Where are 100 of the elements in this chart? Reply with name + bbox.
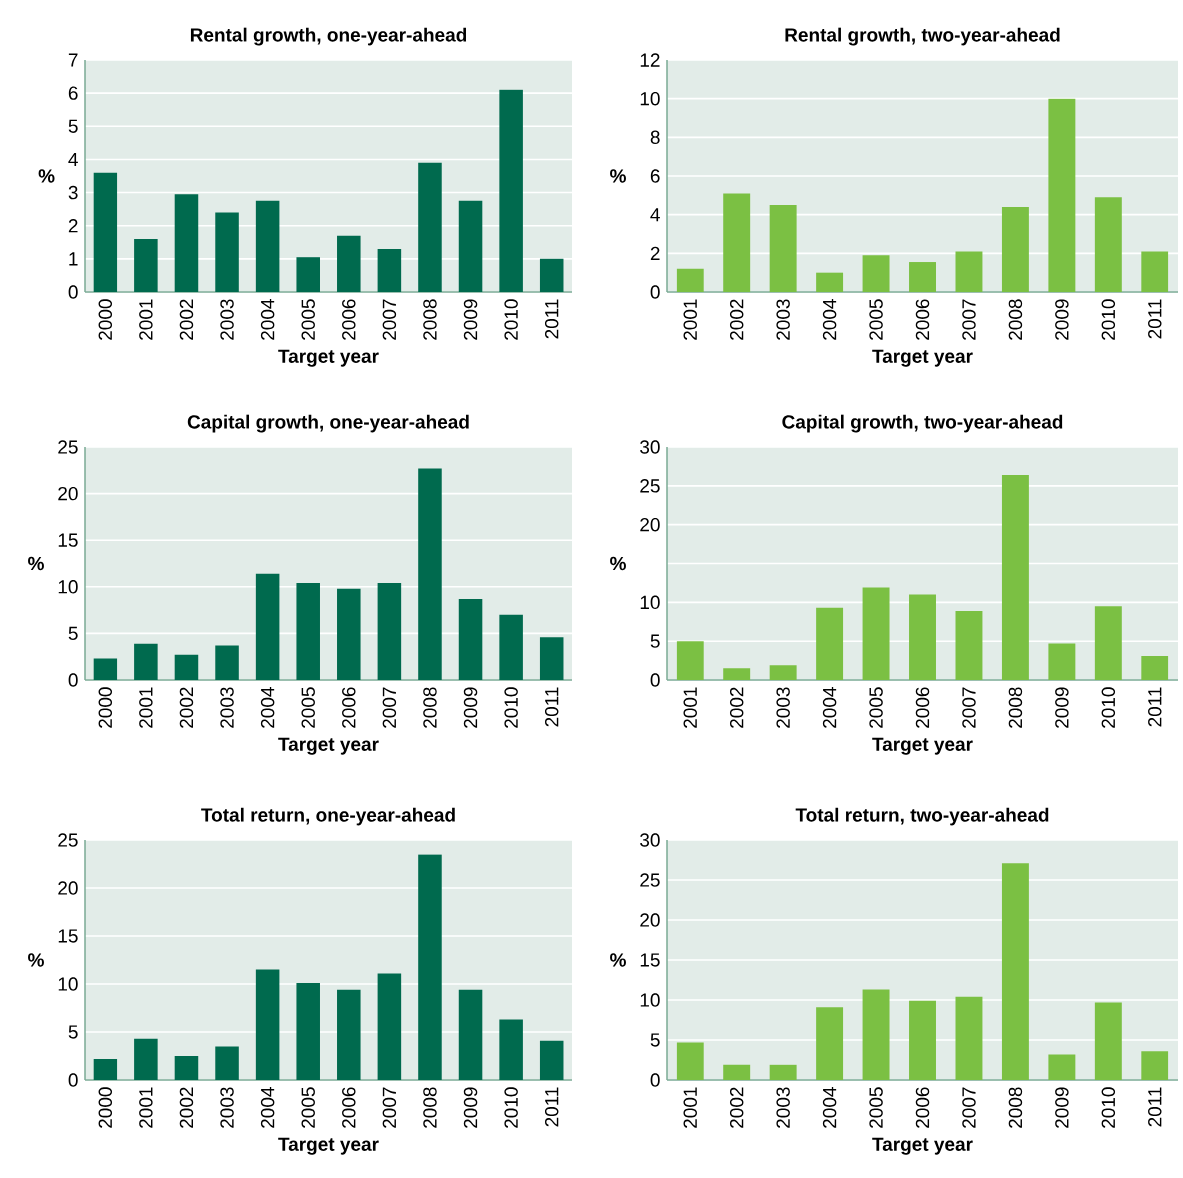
y-tick-label: 4 xyxy=(650,208,660,222)
y-tick-label: 15 xyxy=(640,953,660,967)
y-tick-label: 15 xyxy=(58,929,78,943)
chart-title: Rental growth, two-year-ahead xyxy=(785,27,1060,46)
x-tick-label: 2002 xyxy=(179,1087,194,1128)
x-tick-label: 2000 xyxy=(98,1087,113,1128)
x-tick-label: 2005 xyxy=(301,1087,315,1128)
chart-title: Total return, one-year-ahead xyxy=(201,807,455,826)
x-tick-label: 2001 xyxy=(139,687,153,728)
bar xyxy=(296,983,320,1081)
x-tick-label: 2003 xyxy=(776,299,790,340)
bar xyxy=(955,996,983,1081)
y-tick-label: 0 xyxy=(68,285,78,299)
y-tick-label: 20 xyxy=(640,517,660,532)
x-tick-label: 2011 xyxy=(544,1087,559,1127)
y-tick-label: 5 xyxy=(650,634,660,648)
y-tick-label: 10 xyxy=(58,977,78,991)
bar xyxy=(337,588,361,681)
x-tick-label: 2007 xyxy=(962,299,976,340)
x-tick-label: 2007 xyxy=(382,1087,397,1128)
y-tick-label: 30 xyxy=(640,833,660,847)
bar xyxy=(93,172,118,292)
x-tick-label: 2001 xyxy=(683,299,697,340)
chart-title: Capital growth, one-year-ahead xyxy=(187,414,469,433)
bar xyxy=(296,583,320,681)
x-tick-label: 2002 xyxy=(729,299,744,340)
y-tick-label: 5 xyxy=(68,1025,78,1039)
y-tick-label: 20 xyxy=(58,486,78,501)
y-tick-label: 15 xyxy=(58,533,78,547)
bar xyxy=(723,668,751,681)
x-tick-label: 2007 xyxy=(382,687,397,728)
x-tick-label: 2008 xyxy=(1008,299,1023,340)
y-tick-label: 7 xyxy=(68,53,78,67)
x-tick-label: 2002 xyxy=(179,687,194,728)
x-tick-label: 2003 xyxy=(776,1087,790,1128)
x-tick-label: 2005 xyxy=(301,687,315,728)
bar xyxy=(1094,1002,1122,1081)
x-tick-label: 2006 xyxy=(915,1087,930,1128)
x-tick-label: 2000 xyxy=(98,299,113,340)
bar xyxy=(769,1064,797,1081)
bar xyxy=(816,272,844,292)
x-tick-label: 2001 xyxy=(683,687,697,728)
x-tick-label: 2004 xyxy=(822,687,837,728)
bar xyxy=(255,969,280,1081)
bar xyxy=(955,251,983,292)
bar xyxy=(337,989,361,1081)
x-tick-label: 2011 xyxy=(1148,1087,1162,1127)
x-tick-label: 2003 xyxy=(776,687,790,728)
x-tick-label: 2005 xyxy=(869,299,883,340)
y-tick-label: 0 xyxy=(650,1073,660,1087)
y-tick-label: 10 xyxy=(640,91,660,106)
bar xyxy=(93,658,118,681)
bar xyxy=(1001,863,1029,1081)
y-tick-label: 0 xyxy=(650,285,660,299)
x-tick-label: 2011 xyxy=(1148,299,1162,339)
x-axis-title: Target year xyxy=(872,1137,973,1155)
bar xyxy=(862,587,890,681)
x-tick-label: 2007 xyxy=(962,687,976,728)
x-tick-label: 2011 xyxy=(1148,687,1162,727)
x-tick-label: 2004 xyxy=(260,1087,275,1128)
bar xyxy=(215,645,239,681)
bar xyxy=(458,989,483,1081)
bar xyxy=(769,665,797,681)
x-tick-label: 2009 xyxy=(1055,299,1069,340)
y-tick-label: 25 xyxy=(640,873,660,887)
y-tick-label: 4 xyxy=(68,152,78,166)
bar xyxy=(1094,606,1122,681)
x-tick-label: 2006 xyxy=(342,299,356,340)
x-tick-label: 2008 xyxy=(1008,1087,1023,1128)
y-tick-label: 5 xyxy=(650,1033,660,1047)
y-axis-title: % xyxy=(28,953,44,967)
bar xyxy=(1001,474,1029,681)
x-tick-label: 2009 xyxy=(463,687,478,728)
x-axis-title: Target year xyxy=(278,737,379,755)
x-tick-label: 2000 xyxy=(98,687,113,728)
x-tick-label: 2010 xyxy=(1101,299,1116,340)
y-tick-label: 0 xyxy=(68,1073,78,1087)
y-tick-label: 2 xyxy=(68,219,78,233)
bar xyxy=(134,238,158,292)
x-tick-label: 2001 xyxy=(683,1087,697,1128)
x-tick-label: 2010 xyxy=(504,299,518,340)
bar xyxy=(539,1040,564,1081)
bar xyxy=(1141,655,1169,681)
x-tick-label: 2009 xyxy=(463,299,478,340)
bar xyxy=(816,607,844,681)
bar xyxy=(255,573,280,681)
bar xyxy=(215,1046,239,1081)
x-tick-label: 2002 xyxy=(729,687,744,728)
x-tick-label: 2007 xyxy=(962,1087,976,1128)
x-tick-label: 2003 xyxy=(220,1087,234,1128)
bar xyxy=(955,610,983,681)
x-tick-label: 2006 xyxy=(915,299,930,340)
bar xyxy=(909,594,936,681)
y-tick-label: 0 xyxy=(650,673,660,687)
bar xyxy=(499,614,523,681)
bar xyxy=(909,262,936,292)
x-tick-label: 2008 xyxy=(1008,687,1023,728)
x-tick-label: 2010 xyxy=(1101,1087,1116,1128)
bar xyxy=(377,583,402,681)
bar xyxy=(499,89,523,292)
